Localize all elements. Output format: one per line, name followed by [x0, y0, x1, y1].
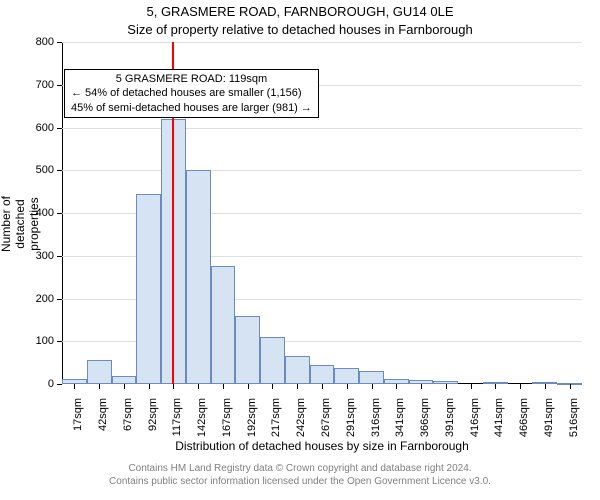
xtick-mark [99, 384, 100, 389]
ytick-label: 600 [0, 122, 54, 134]
xtick-label: 316sqm [370, 398, 382, 437]
xtick-mark [520, 384, 521, 389]
histogram-bar [112, 376, 137, 384]
xtick-label: 441sqm [493, 398, 505, 437]
histogram-bar [136, 194, 161, 384]
ytick-mark [57, 256, 62, 257]
ytick-mark [57, 85, 62, 86]
histogram-bar [186, 170, 211, 384]
xtick-mark [198, 384, 199, 389]
ytick-label: 200 [0, 293, 54, 305]
xtick-label: 192sqm [246, 398, 258, 437]
chart-container: 5, GRASMERE ROAD, FARNBOROUGH, GU14 0LE … [0, 0, 600, 500]
xtick-mark [421, 384, 422, 389]
xtick-label: 291sqm [345, 398, 357, 437]
xtick-mark [223, 384, 224, 389]
ytick-label: 400 [0, 207, 54, 219]
histogram-bar [235, 316, 260, 384]
gridline [62, 170, 582, 171]
ytick-label: 300 [0, 250, 54, 262]
histogram-bar [310, 365, 335, 384]
xtick-label: 516sqm [568, 398, 580, 437]
annotation-box: 5 GRASMERE ROAD: 119sqm← 54% of detached… [64, 69, 319, 118]
xtick-label: 92sqm [147, 398, 159, 431]
xtick-mark [446, 384, 447, 389]
attribution-line2: Contains public sector information licen… [109, 476, 491, 487]
ytick-mark [57, 213, 62, 214]
xtick-label: 466sqm [518, 398, 530, 437]
ytick-mark [57, 42, 62, 43]
xtick-mark [570, 384, 571, 389]
chart-title-address: 5, GRASMERE ROAD, FARNBOROUGH, GU14 0LE [0, 4, 600, 19]
ytick-label: 0 [0, 378, 54, 390]
ytick-label: 100 [0, 335, 54, 347]
histogram-bar [359, 371, 384, 384]
xtick-label: 42sqm [97, 398, 109, 431]
xtick-mark [124, 384, 125, 389]
histogram-bar [211, 266, 236, 384]
annotation-line3: 45% of semi-detached houses are larger (… [71, 101, 312, 115]
ytick-mark [57, 128, 62, 129]
histogram-bar [87, 360, 112, 384]
xtick-mark [297, 384, 298, 389]
gridline [62, 128, 582, 129]
ytick-mark [57, 170, 62, 171]
xtick-label: 267sqm [320, 398, 332, 437]
xtick-mark [74, 384, 75, 389]
xtick-label: 341sqm [394, 398, 406, 437]
gridline [62, 42, 582, 43]
attribution-line1: Contains HM Land Registry data © Crown c… [128, 463, 471, 474]
xtick-label: 17sqm [72, 398, 84, 431]
xtick-label: 391sqm [444, 398, 456, 437]
xtick-label: 491sqm [543, 398, 555, 437]
ytick-label: 500 [0, 164, 54, 176]
histogram-bar [285, 356, 310, 384]
xtick-label: 67sqm [122, 398, 134, 431]
xtick-label: 117sqm [171, 398, 183, 436]
xtick-label: 142sqm [196, 398, 208, 437]
annotation-line1: 5 GRASMERE ROAD: 119sqm [71, 72, 312, 86]
xtick-mark [173, 384, 174, 389]
xtick-mark [347, 384, 348, 389]
ytick-mark [57, 384, 62, 385]
attribution-text: Contains HM Land Registry data © Crown c… [0, 462, 600, 488]
xtick-label: 242sqm [295, 398, 307, 437]
annotation-line2: ← 54% of detached houses are smaller (1,… [71, 86, 312, 100]
xtick-label: 167sqm [221, 398, 233, 437]
histogram-bar [334, 368, 359, 384]
chart-title-desc: Size of property relative to detached ho… [0, 22, 600, 37]
ytick-mark [57, 341, 62, 342]
xtick-label: 366sqm [419, 398, 431, 437]
xtick-mark [396, 384, 397, 389]
x-axis-label: Distribution of detached houses by size … [62, 439, 582, 453]
xtick-mark [372, 384, 373, 389]
xtick-mark [272, 384, 273, 389]
xtick-mark [248, 384, 249, 389]
xtick-mark [545, 384, 546, 389]
ytick-label: 800 [0, 36, 54, 48]
ytick-label: 700 [0, 79, 54, 91]
ytick-mark [57, 299, 62, 300]
xtick-label: 217sqm [270, 398, 282, 437]
xtick-mark [495, 384, 496, 389]
histogram-bar [260, 337, 285, 384]
xtick-mark [322, 384, 323, 389]
xtick-mark [471, 384, 472, 389]
xtick-label: 416sqm [469, 398, 481, 437]
xtick-mark [149, 384, 150, 389]
